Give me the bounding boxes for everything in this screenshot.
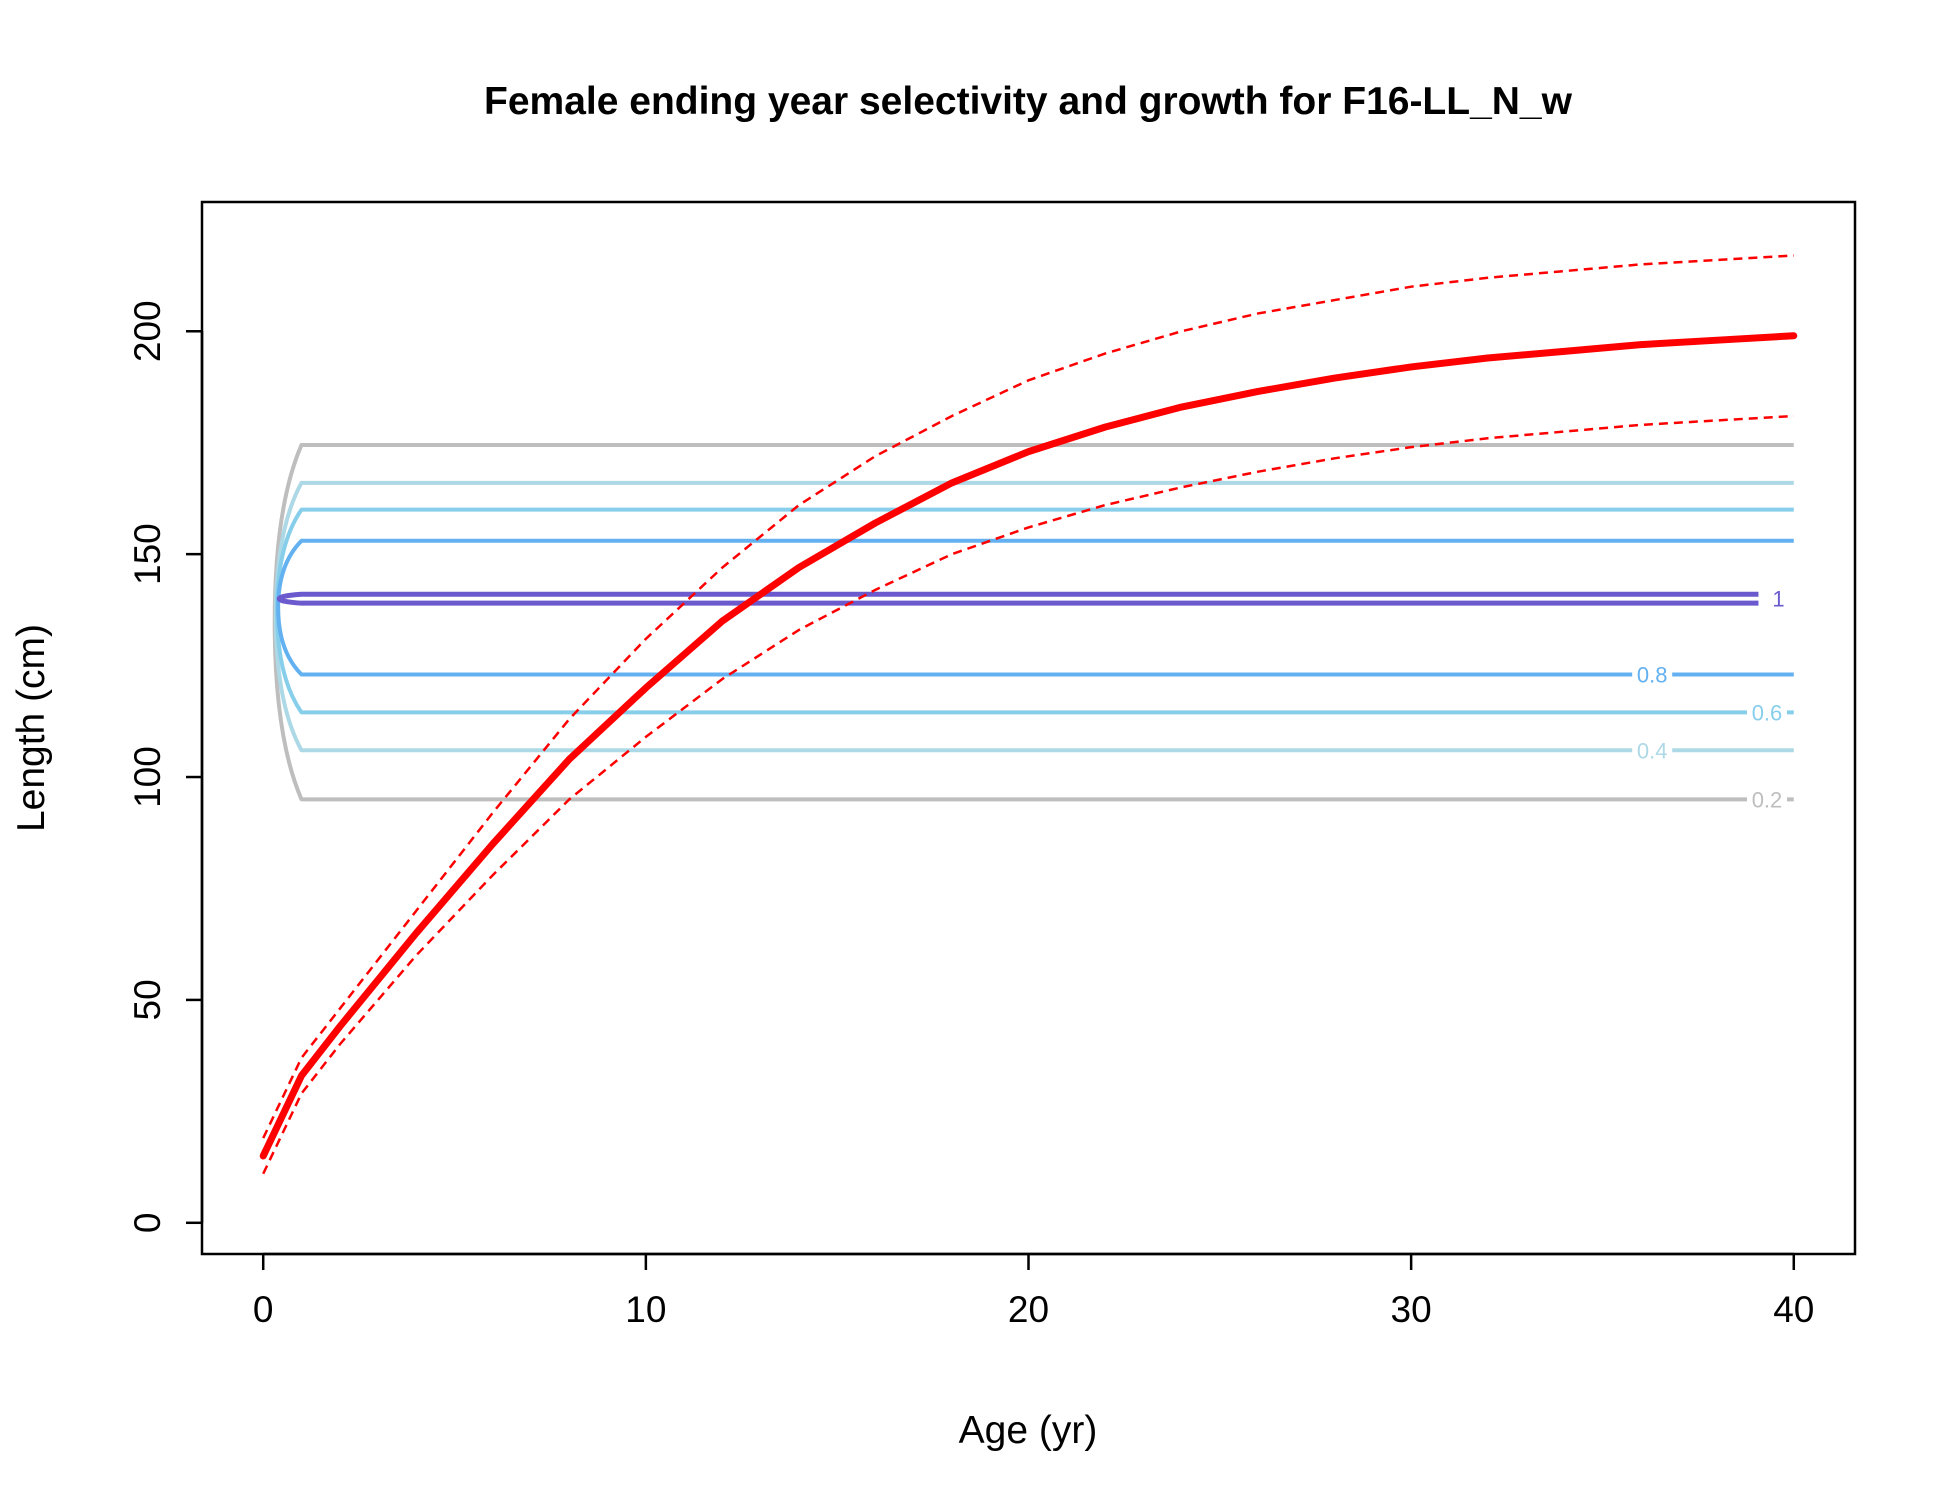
x-axis: 0 10 20 30 40 [253,1252,1814,1330]
contour-level-1 [276,591,1794,606]
contour-level-0-8 [276,538,1794,677]
y-tick-label: 0 [127,1213,168,1234]
growth-upper-interval [262,254,1794,1139]
x-tick-label: 40 [1773,1289,1814,1330]
y-axis: 0 50 100 150 200 [127,300,204,1234]
x-tick-label: 30 [1391,1289,1432,1330]
y-tick-label: 100 [127,746,168,808]
contour-label-bg [1758,585,1799,612]
contour-label-bg [1746,786,1787,813]
contour-level-0-2 [272,442,1794,802]
x-tick-label: 10 [625,1289,666,1330]
contour-label-bg [1632,661,1673,688]
contour-labels: 0.2 0.4 0.6 0.8 1 [1632,585,1799,813]
contour-label: 0.8 [1637,663,1668,688]
y-axis-title: Length (cm) [10,624,53,832]
contour-label-bg [1632,737,1673,764]
plot-frame [200,200,1857,1256]
selectivity-contours [272,442,1794,802]
y-tick-label: 50 [127,979,168,1020]
contour-label: 1 [1772,587,1784,612]
growth-lower-interval [262,414,1794,1175]
contour-level-0-4 [273,480,1794,753]
x-tick-label: 20 [1008,1289,1049,1330]
contour-label: 0.6 [1752,700,1783,725]
contour-label-bg [1746,699,1787,726]
x-axis-title: Age (yr) [959,1409,1098,1452]
x-tick-label: 0 [253,1289,274,1330]
contour-label: 0.4 [1637,738,1668,763]
contour-label: 0.2 [1752,787,1783,812]
y-tick-label: 200 [127,300,168,362]
growth-curves [259,254,1798,1175]
y-tick-label: 150 [127,523,168,585]
chart-title: Female ending year selectivity and growt… [484,80,1573,123]
growth-mean-line [259,332,1798,1160]
